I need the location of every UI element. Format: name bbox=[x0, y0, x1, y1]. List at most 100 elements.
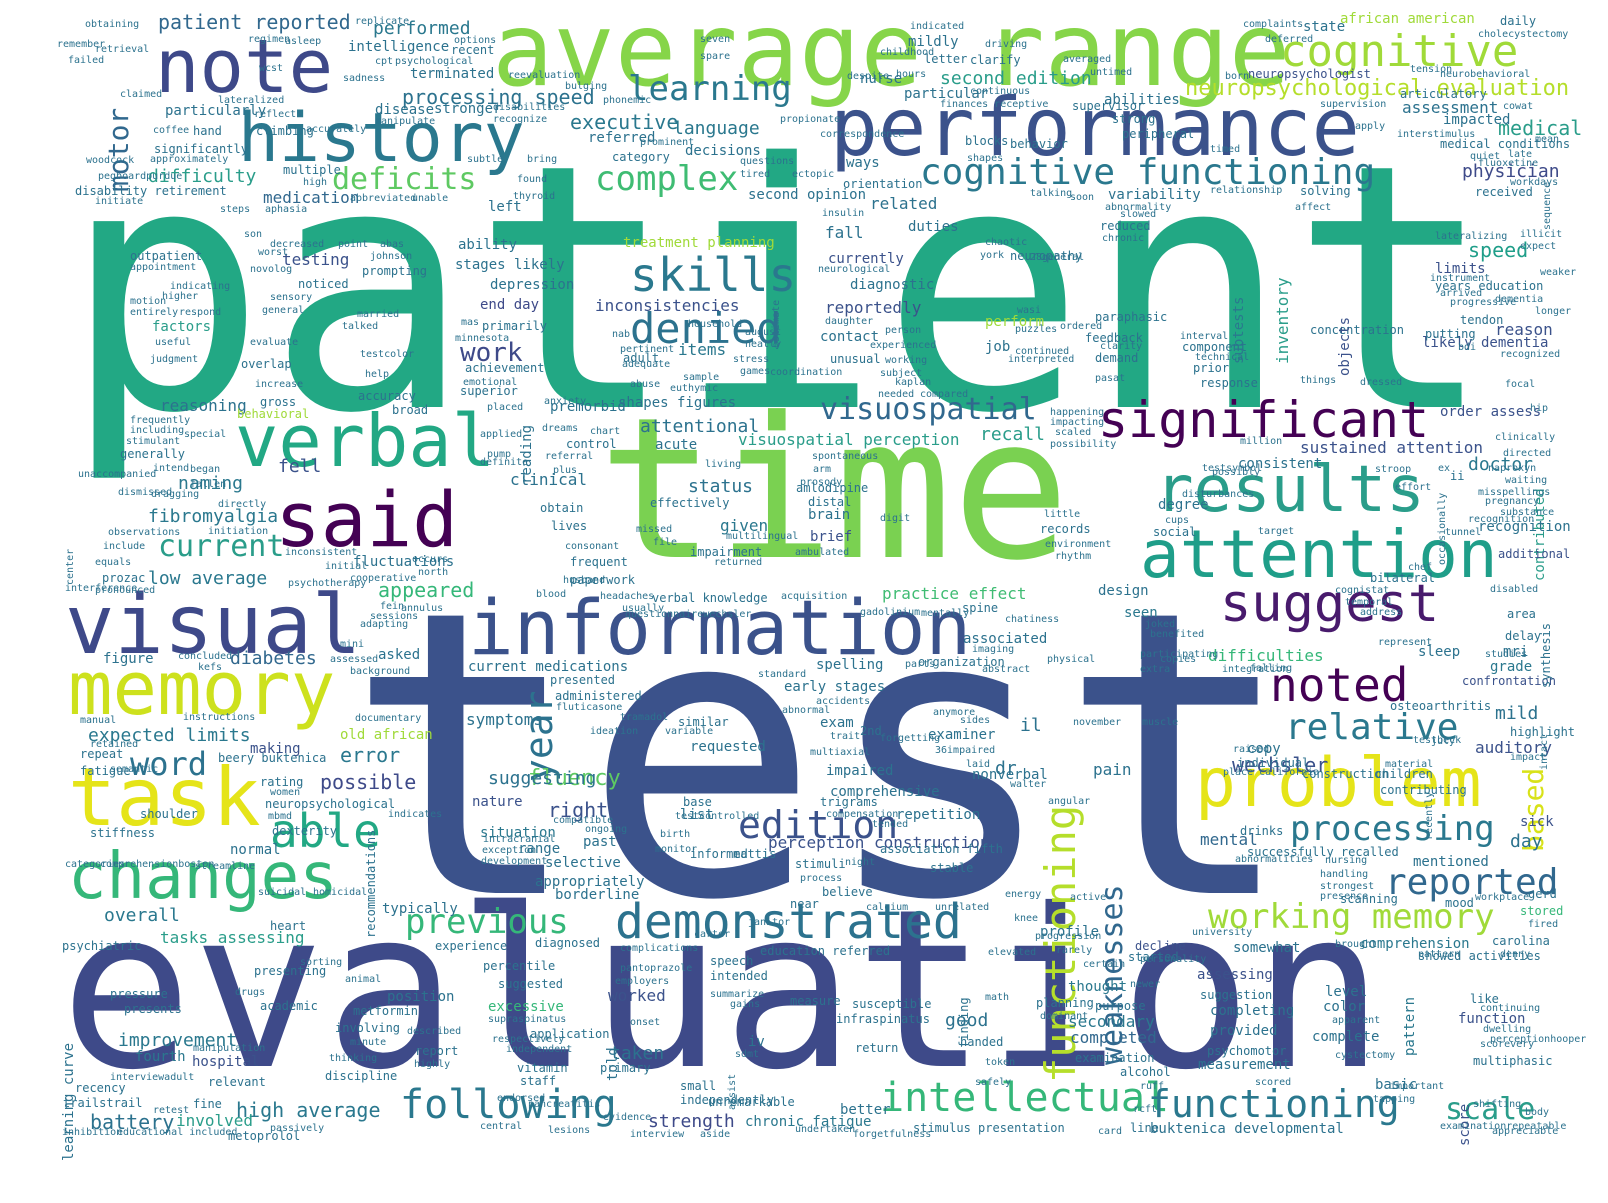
cloud-word-exception: exception bbox=[482, 845, 537, 856]
cloud-word-work: work bbox=[460, 338, 523, 368]
cloud-word-environment: environment bbox=[1045, 539, 1112, 550]
cloud-word-daughter: daughter bbox=[825, 316, 874, 327]
cloud-word-august: august bbox=[745, 327, 782, 338]
cloud-word-digit: digit bbox=[880, 513, 911, 524]
cloud-word-relative: relative bbox=[1285, 707, 1459, 748]
cloud-word-sample: sample bbox=[683, 372, 720, 383]
cloud-word-kaplan: kaplan bbox=[895, 377, 932, 388]
cloud-word-center: center bbox=[65, 548, 76, 585]
cloud-word-disabilities: disabilities bbox=[493, 102, 566, 113]
cloud-word-reported: reported bbox=[1385, 862, 1559, 903]
cloud-word-recognition2: recognition bbox=[1468, 514, 1535, 525]
cloud-word-compared: compared bbox=[920, 389, 969, 400]
cloud-word-intellectual: intellectual bbox=[880, 1075, 1169, 1121]
cloud-word-end-day: end day bbox=[480, 297, 540, 313]
cloud-word-retest: retest bbox=[153, 1105, 190, 1116]
cloud-word-naproxyn: naproxyn bbox=[1488, 463, 1537, 474]
cloud-word-state: state bbox=[1303, 19, 1346, 35]
cloud-word-missed: missed bbox=[636, 524, 673, 535]
cloud-word-36impaired: 36impaired bbox=[935, 745, 996, 756]
cloud-word-purpose: purpose bbox=[1095, 999, 1146, 1013]
cloud-word-questions: questions bbox=[740, 156, 795, 167]
cloud-word-return: return bbox=[855, 1041, 899, 1055]
cloud-word-strongest: strongest bbox=[1320, 881, 1375, 892]
cloud-word-abas: abas bbox=[380, 239, 405, 250]
cloud-word-observations: observations bbox=[108, 527, 181, 538]
cloud-word-possibility: possibility bbox=[1050, 439, 1117, 450]
cloud-word-copies: copies bbox=[1160, 654, 1197, 665]
cloud-word-expect: expect bbox=[1520, 241, 1557, 252]
cloud-word-complex: complex bbox=[595, 159, 739, 199]
cloud-word-effort: effort bbox=[1395, 482, 1432, 493]
cloud-word-comprehensive: comprehensive bbox=[830, 784, 940, 800]
cloud-word-concentration: concentration bbox=[1310, 323, 1404, 337]
cloud-word-language: language bbox=[673, 118, 760, 139]
cloud-word-exam: exam bbox=[820, 715, 854, 731]
cloud-word-impaired: impaired bbox=[826, 763, 894, 779]
cloud-word-imaging: imaging bbox=[972, 644, 1015, 655]
cloud-word-joked: joked bbox=[1145, 619, 1176, 630]
cloud-word-driving: driving bbox=[985, 39, 1028, 50]
cloud-word-involving: involving bbox=[335, 1021, 401, 1035]
cloud-word-planning: planning bbox=[1036, 996, 1094, 1010]
cloud-word-ability: ability bbox=[458, 237, 518, 253]
cloud-word-monitor: monitor bbox=[655, 844, 698, 855]
cloud-word-suicidal: suicidal bbox=[258, 887, 307, 898]
cloud-word-low-average: low average bbox=[148, 568, 268, 589]
cloud-word-trait: trait bbox=[830, 731, 861, 742]
cloud-word-nab: nab bbox=[612, 329, 631, 340]
cloud-word-calcium: calcium bbox=[866, 902, 909, 913]
cloud-word-function: function bbox=[1458, 1011, 1526, 1027]
cloud-word-neuropsychological-evaluation: neuropsychological evaluation bbox=[1185, 76, 1570, 101]
cloud-word-material: material bbox=[1385, 759, 1434, 770]
cloud-word-independent: independent bbox=[506, 1044, 573, 1055]
cloud-word-response: response bbox=[1200, 376, 1258, 390]
cloud-word-category: category bbox=[612, 150, 670, 164]
cloud-word-general: general bbox=[262, 305, 305, 316]
cloud-word-neuropsychologist: neuropsychologist bbox=[1248, 67, 1371, 81]
cloud-word-treatment-planning: treatment planning bbox=[623, 235, 775, 251]
cloud-word-associated: associated bbox=[963, 631, 1048, 647]
cloud-word-told: told bbox=[605, 1047, 621, 1081]
cloud-word-asleep: asleep bbox=[285, 36, 322, 47]
cloud-word-decline: decline bbox=[1135, 939, 1186, 953]
cloud-word-started: started bbox=[1128, 950, 1179, 964]
cloud-word-coffee: coffee bbox=[153, 125, 190, 136]
cloud-word-lateralizing: lateralizing bbox=[1435, 231, 1508, 242]
cloud-word-psychotherapy: psychotherapy bbox=[288, 578, 367, 589]
cloud-word-denny: denny bbox=[1500, 949, 1531, 960]
cloud-word-steps: steps bbox=[220, 204, 251, 215]
cloud-word-supraspinatus: supraspinatus bbox=[488, 1014, 567, 1025]
cloud-word-day: day bbox=[1510, 831, 1543, 852]
cloud-word-wcst: wcst bbox=[259, 63, 284, 74]
cloud-word-demonstrated: demonstrated bbox=[615, 894, 962, 950]
cloud-word-african-american: african american bbox=[1340, 11, 1475, 27]
cloud-word-regimen: regimen bbox=[248, 34, 291, 45]
cloud-word-construction: construction bbox=[1302, 767, 1389, 781]
cloud-word-minute: minute bbox=[350, 1037, 387, 1048]
cloud-word-multiphasic: multiphasic bbox=[1473, 1054, 1553, 1068]
cloud-word-pain: pain bbox=[1093, 760, 1132, 779]
cloud-word-performed: performed bbox=[373, 18, 471, 39]
cloud-word-mas: mas bbox=[461, 317, 480, 328]
cloud-word-climbing: climbing bbox=[256, 124, 314, 138]
cloud-word-approximately: approximately bbox=[150, 154, 229, 165]
cloud-word-similar: similar bbox=[678, 715, 729, 729]
cloud-word-executive: executive bbox=[570, 110, 679, 134]
cloud-word-abstract: abstract bbox=[982, 664, 1031, 675]
cloud-word-newer: newer bbox=[1130, 979, 1161, 990]
cloud-word-suggest: suggest bbox=[1220, 574, 1440, 634]
cloud-word-synthesis: synthesis bbox=[1539, 622, 1553, 688]
cloud-word-alcohol: alcohol bbox=[1120, 1065, 1171, 1079]
cloud-word-place-california: place california bbox=[1223, 767, 1320, 778]
cloud-word-ongoing: ongoing bbox=[585, 824, 628, 835]
cloud-word-records: records bbox=[1040, 522, 1091, 536]
cloud-word-talking: talking bbox=[1030, 188, 1073, 199]
cloud-word-repetition: repetition bbox=[896, 807, 981, 823]
cloud-word-fall: fall bbox=[825, 223, 864, 242]
cloud-word-mood: mood bbox=[1445, 896, 1474, 910]
cloud-word-results: results bbox=[1155, 453, 1425, 527]
cloud-word-discipline: discipline bbox=[325, 1069, 398, 1083]
cloud-word-believe: believe bbox=[822, 885, 873, 899]
cloud-word-progression: progression bbox=[1035, 931, 1102, 942]
